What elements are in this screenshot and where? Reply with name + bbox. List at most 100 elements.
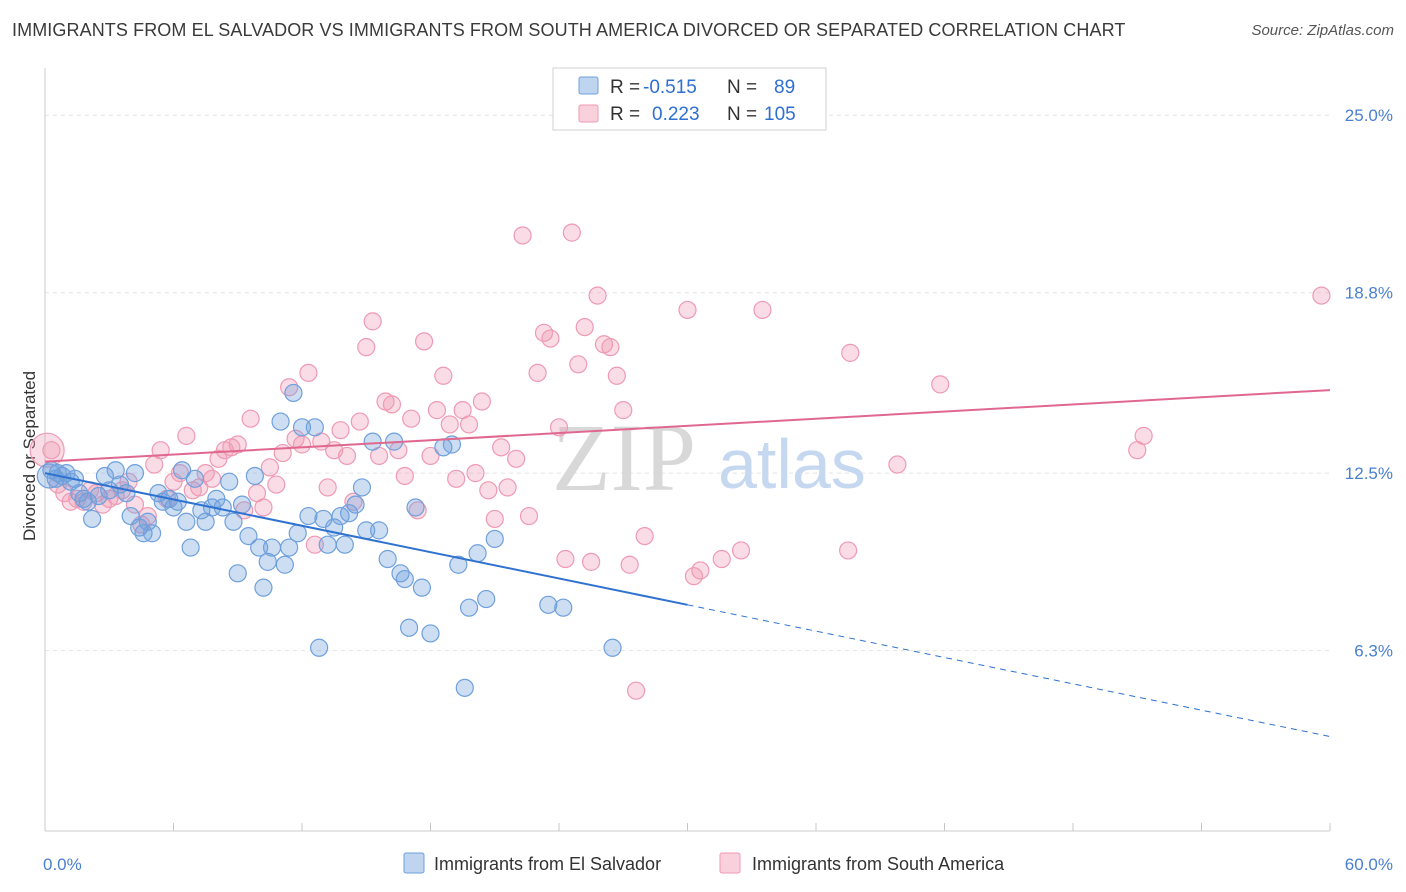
series-south-america: [29, 223, 1331, 700]
data-point-south-america: [528, 363, 547, 383]
data-point-south-america: [498, 478, 517, 497]
data-point-el-salvador: [363, 432, 382, 451]
data-point-south-america: [408, 501, 427, 520]
trend-lines: [44, 389, 1331, 738]
legend-n-value: 89: [774, 77, 795, 98]
data-point-south-america: [305, 535, 324, 554]
data-point-south-america: [582, 552, 601, 571]
data-point-south-america: [292, 435, 312, 454]
data-point-south-america: [731, 541, 751, 560]
data-point-south-america: [507, 449, 526, 468]
x-tick-labels: 0.0% 60.0%: [43, 855, 1393, 874]
data-point-el-salvador: [399, 618, 419, 637]
bottom-legend-swatch-blue: [403, 852, 425, 874]
data-point-south-america: [556, 549, 575, 569]
data-point-el-salvador: [455, 678, 474, 697]
bottom-legend: Immigrants from El Salvador Immigrants f…: [403, 852, 1005, 874]
y-tick-label: 18.8%: [1345, 284, 1393, 303]
data-point-south-america: [712, 549, 731, 569]
data-point-el-salvador: [539, 595, 558, 614]
data-point-el-salvador: [125, 464, 145, 483]
data-point-south-america: [337, 446, 357, 466]
data-point-el-salvador: [395, 569, 414, 589]
data-point-south-america: [575, 317, 594, 337]
data-point-south-america: [841, 343, 860, 362]
data-point-el-salvador: [292, 418, 312, 437]
data-point-south-america: [620, 555, 639, 574]
data-point-south-america: [753, 300, 772, 320]
watermark-zip: ZIP: [552, 404, 696, 511]
data-point-south-america: [202, 469, 222, 488]
axes: [44, 68, 1331, 832]
y-tick-label: 12.5%: [1345, 464, 1393, 483]
data-point-el-salvador: [485, 529, 504, 549]
data-point-el-salvador: [346, 495, 365, 514]
top-legend: R = -0.515 N = 89 R = 0.223 N = 105: [552, 67, 827, 131]
chart-title: IMMIGRANTS FROM EL SALVADOR VS IMMIGRANT…: [12, 20, 1126, 40]
data-point-south-america: [344, 492, 363, 511]
data-point-el-salvador: [83, 509, 102, 529]
data-point-el-salvador: [138, 512, 157, 531]
data-point-south-america: [228, 435, 247, 454]
data-point-south-america: [447, 469, 466, 488]
data-point-el-salvador: [305, 418, 324, 437]
data-point-el-salvador: [250, 538, 269, 557]
data-point-el-salvador: [142, 524, 162, 543]
data-point-el-salvador: [378, 549, 397, 569]
data-point-el-salvador: [310, 638, 329, 657]
legend-r-value: -0.515: [643, 77, 697, 98]
data-point-el-salvador: [421, 624, 440, 643]
data-point-el-salvador: [477, 589, 496, 609]
data-point-el-salvador: [224, 512, 243, 531]
data-point-el-salvador: [275, 555, 294, 574]
data-point-south-america: [614, 401, 633, 420]
data-point-el-salvador: [280, 538, 299, 557]
data-point-south-america: [414, 332, 434, 351]
y-tick-labels: 6.3% 12.5% 18.8% 25.0%: [1345, 106, 1393, 660]
data-point-south-america: [588, 286, 607, 305]
data-point-south-america: [569, 355, 588, 374]
x-tick-label: 60.0%: [1345, 855, 1393, 874]
chart-source: Source: ZipAtlas.com: [1251, 22, 1394, 39]
data-point-south-america: [839, 541, 858, 560]
x-tick-label: 0.0%: [43, 855, 82, 874]
data-point-south-america: [678, 300, 697, 320]
data-point-south-america: [635, 526, 654, 546]
data-point-el-salvador: [89, 486, 108, 506]
data-point-south-america: [357, 338, 376, 357]
data-point-south-america: [601, 338, 620, 357]
data-point-south-america: [931, 375, 950, 394]
trend-line-el-salvador: [44, 472, 688, 606]
data-point-south-america: [492, 438, 511, 457]
data-point-south-america: [421, 446, 440, 466]
data-point-south-america: [427, 401, 447, 420]
data-point-south-america: [459, 415, 479, 434]
data-point-south-america: [29, 432, 65, 468]
data-point-el-salvador: [172, 461, 192, 480]
legend-swatch-pink: [578, 104, 599, 123]
data-point-south-america: [299, 363, 318, 383]
y-tick-label: 25.0%: [1345, 106, 1393, 125]
watermark-atlas: atlas: [718, 425, 866, 503]
data-point-el-salvador: [459, 598, 479, 617]
y-axis-label: Divorced or Separated: [20, 371, 39, 541]
legend-r-label: R =: [610, 77, 640, 98]
data-point-el-salvador: [106, 461, 125, 480]
data-point-south-america: [382, 395, 402, 414]
data-point-south-america: [350, 412, 369, 431]
data-point-el-salvador: [228, 564, 247, 583]
data-point-south-america: [549, 418, 569, 437]
data-point-el-salvador: [220, 472, 239, 491]
data-point-south-america: [318, 478, 337, 497]
data-point-south-america: [1134, 426, 1153, 445]
legend-swatch-blue: [578, 76, 599, 95]
data-point-south-america: [395, 466, 414, 486]
watermark: ZIP atlas: [552, 404, 866, 511]
data-point-south-america: [402, 409, 421, 428]
data-point-el-salvador: [262, 538, 282, 557]
data-point-south-america: [42, 441, 61, 460]
data-point-south-america: [888, 455, 907, 474]
bottom-legend-swatch-pink: [719, 852, 741, 874]
data-point-south-america: [485, 509, 504, 529]
data-point-el-salvador: [335, 535, 354, 554]
